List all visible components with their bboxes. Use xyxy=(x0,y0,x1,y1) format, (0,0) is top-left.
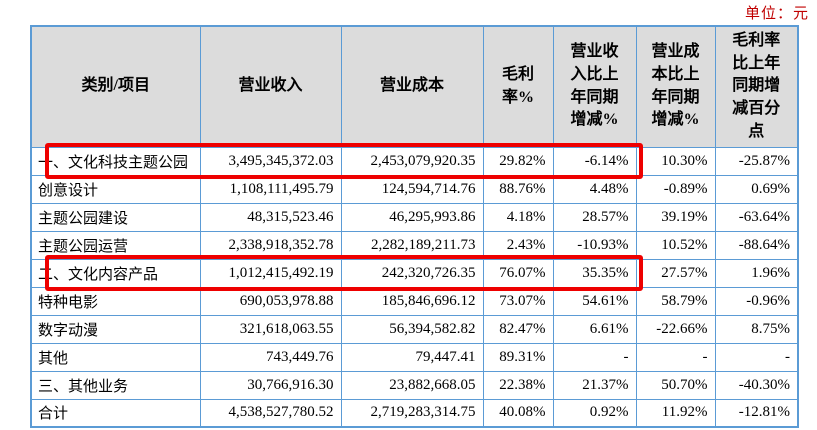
cell: -63.64% xyxy=(714,202,799,232)
cell: 30,766,916.30 xyxy=(199,370,342,400)
row-category: 主题公园运营 xyxy=(30,230,201,260)
table-row-6: 数字动漫 321,618,063.55 56,394,582.82 82.47% 6.6… xyxy=(30,314,799,344)
cell: 10.52% xyxy=(635,230,716,260)
cell: 48,315,523.46 xyxy=(199,202,342,232)
cell: 4.48% xyxy=(552,174,637,204)
cell: 1,012,415,492.19 xyxy=(199,258,342,288)
column-header-3: 毛利 率% xyxy=(482,25,554,148)
cell: 28.57% xyxy=(552,202,637,232)
cell: -22.66% xyxy=(635,314,716,344)
cell: 2,338,918,352.78 xyxy=(199,230,342,260)
cell: 185,846,696.12 xyxy=(340,286,484,316)
cell: 10.30% xyxy=(635,146,716,176)
cell: -10.93% xyxy=(552,230,637,260)
row-category: 三、其他业务 xyxy=(30,370,201,400)
table-row-4: 二、文化内容产品 1,012,415,492.19 242,320,726.35 76… xyxy=(30,258,799,288)
cell: 35.35% xyxy=(552,258,637,288)
cell: 79,447.41 xyxy=(340,342,484,372)
cell: 76.07% xyxy=(482,258,554,288)
cell: 82.47% xyxy=(482,314,554,344)
cell: 2,719,283,314.75 xyxy=(340,398,484,428)
cell: 1,108,111,495.79 xyxy=(199,174,342,204)
cell: 50.70% xyxy=(635,370,716,400)
cell: 3,495,345,372.03 xyxy=(199,146,342,176)
cell: 690,053,978.88 xyxy=(199,286,342,316)
cell: 46,295,993.86 xyxy=(340,202,484,232)
cell: -6.14% xyxy=(552,146,637,176)
cell: 88.76% xyxy=(482,174,554,204)
cell: -12.81% xyxy=(714,398,799,428)
cell: 6.61% xyxy=(552,314,637,344)
table-row-3: 主题公园运营 2,338,918,352.78 2,282,189,211.73 2.… xyxy=(30,230,799,260)
cell: 56,394,582.82 xyxy=(340,314,484,344)
table-row-2: 主题公园建设 48,315,523.46 46,295,993.86 4.18% 28.… xyxy=(30,202,799,232)
cell: 1.96% xyxy=(714,258,799,288)
cell: 40.08% xyxy=(482,398,554,428)
cell: 29.82% xyxy=(482,146,554,176)
row-category: 数字动漫 xyxy=(30,314,201,344)
column-header-4: 营业收 入比上 年同期 增减% xyxy=(552,25,637,148)
column-header-2: 营业成本 xyxy=(340,25,484,148)
table-body: 一、文化科技主题公园 3,495,345,372.03 2,453,079,920.… xyxy=(30,146,799,428)
row-category: 合计 xyxy=(30,398,201,428)
cell: - xyxy=(552,342,637,372)
cell: 39.19% xyxy=(635,202,716,232)
cell: 11.92% xyxy=(635,398,716,428)
column-header-6: 毛利率 比上年 同期增 减百分 点 xyxy=(714,25,799,148)
cell: 27.57% xyxy=(635,258,716,288)
cell: 21.37% xyxy=(552,370,637,400)
cell: -88.64% xyxy=(714,230,799,260)
cell: - xyxy=(635,342,716,372)
column-header-5: 营业成 本比上 年同期 增减% xyxy=(635,25,716,148)
table-row-1: 创意设计 1,108,111,495.79 124,594,714.76 88.76%… xyxy=(30,174,799,204)
cell: 4.18% xyxy=(482,202,554,232)
cell: 58.79% xyxy=(635,286,716,316)
table-row-0: 一、文化科技主题公园 3,495,345,372.03 2,453,079,920.… xyxy=(30,146,799,176)
cell: 743,449.76 xyxy=(199,342,342,372)
table-row-5: 特种电影 690,053,978.88 185,846,696.12 73.07% 54… xyxy=(30,286,799,316)
cell: - xyxy=(714,342,799,372)
cell: 0.92% xyxy=(552,398,637,428)
header-row: 类别/项目 营业收入 营业成本 毛利 率% 营业收 入比上 年同期 增减% 营业成 本比上… xyxy=(30,25,799,148)
cell: 4,538,527,780.52 xyxy=(199,398,342,428)
row-category: 一、文化科技主题公园 xyxy=(30,146,201,176)
cell: 54.61% xyxy=(552,286,637,316)
cell: 23,882,668.05 xyxy=(340,370,484,400)
table-row-7: 其他 743,449.76 79,447.41 89.31% - - - xyxy=(30,342,799,372)
cell: -0.96% xyxy=(714,286,799,316)
table-row-9: 合计 4,538,527,780.52 2,719,283,314.75 40.08%… xyxy=(30,398,799,428)
cell: -25.87% xyxy=(714,146,799,176)
cell: 242,320,726.35 xyxy=(340,258,484,288)
cell: 321,618,063.55 xyxy=(199,314,342,344)
cell: -0.89% xyxy=(635,174,716,204)
cell: -40.30% xyxy=(714,370,799,400)
row-category: 其他 xyxy=(30,342,201,372)
table-row-8: 三、其他业务 30,766,916.30 23,882,668.05 22.38% 21… xyxy=(30,370,799,400)
row-category: 主题公园建设 xyxy=(30,202,201,232)
row-category: 二、文化内容产品 xyxy=(30,258,201,288)
cell: 89.31% xyxy=(482,342,554,372)
cell: 73.07% xyxy=(482,286,554,316)
cell: 8.75% xyxy=(714,314,799,344)
cell: 22.38% xyxy=(482,370,554,400)
column-header-1: 营业收入 xyxy=(199,25,342,148)
cell: 2,453,079,920.35 xyxy=(340,146,484,176)
row-category: 特种电影 xyxy=(30,286,201,316)
column-header-0: 类别/项目 xyxy=(30,25,201,148)
cell: 2.43% xyxy=(482,230,554,260)
row-category: 创意设计 xyxy=(30,174,201,204)
cell: 0.69% xyxy=(714,174,799,204)
unit-label: 单位：元 xyxy=(744,6,809,22)
cell: 124,594,714.76 xyxy=(340,174,484,204)
cell: 2,282,189,211.73 xyxy=(340,230,484,260)
financial-breakdown-table: 类别/项目 营业收入 营业成本 毛利 率% 营业收 入比上 年同期 增减% 营业成 本比上… xyxy=(30,25,799,428)
